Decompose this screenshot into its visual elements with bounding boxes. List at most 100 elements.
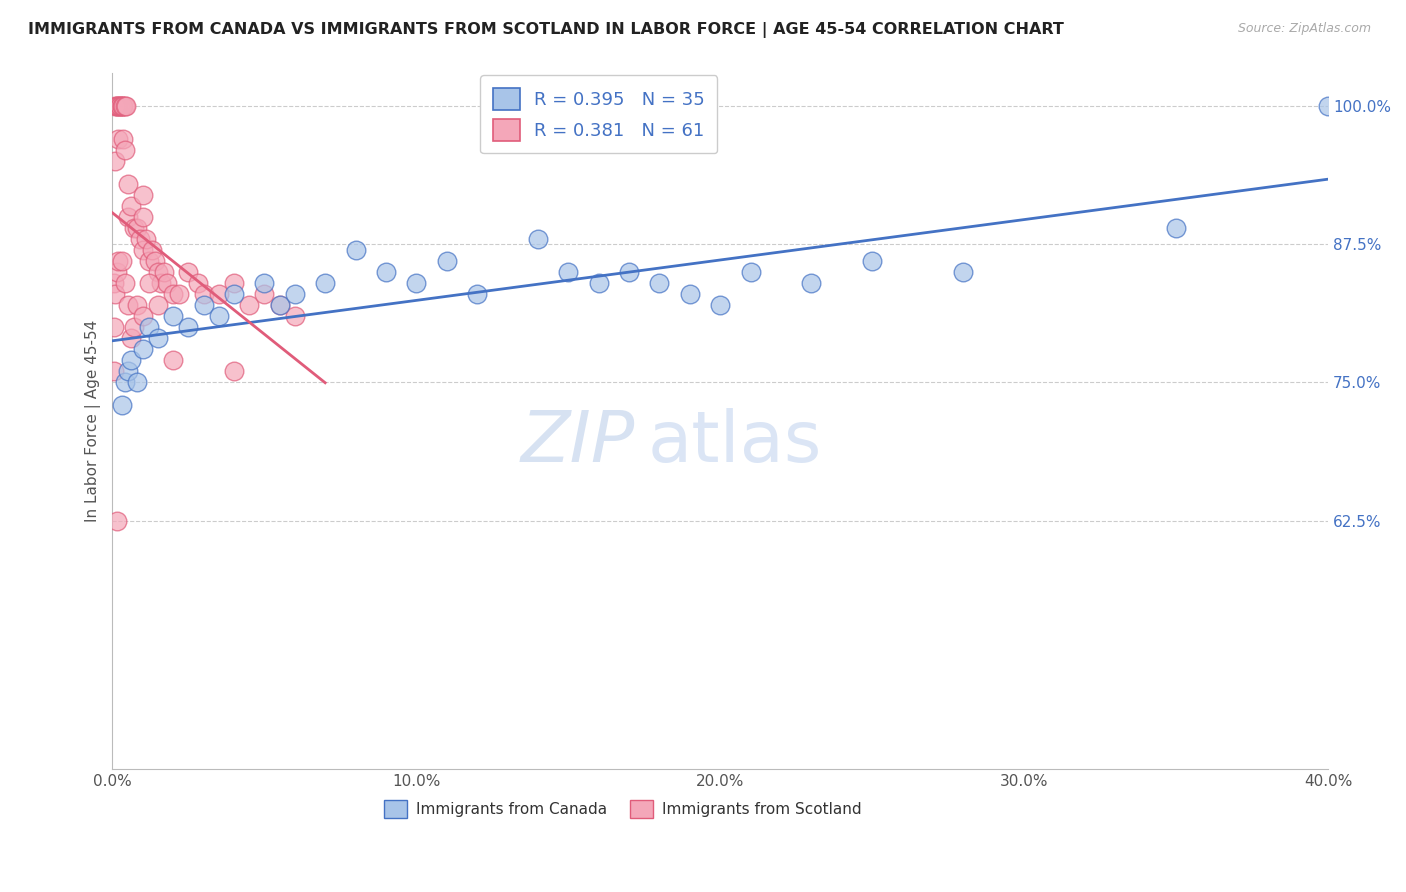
Point xyxy=(110,398,132,412)
Point xyxy=(120,353,142,368)
Point xyxy=(153,265,176,279)
Point xyxy=(110,99,132,113)
Point xyxy=(117,298,139,312)
Point xyxy=(141,243,163,257)
Point xyxy=(740,265,762,279)
Point xyxy=(344,243,367,257)
Point xyxy=(107,99,129,113)
Point xyxy=(679,287,702,301)
Point xyxy=(177,320,200,334)
Point xyxy=(800,276,823,290)
Point xyxy=(114,276,136,290)
Point xyxy=(103,276,125,290)
Point xyxy=(105,514,128,528)
Point xyxy=(115,99,138,113)
Point xyxy=(110,253,132,268)
Point xyxy=(617,265,640,279)
Point xyxy=(588,276,610,290)
Point xyxy=(375,265,398,279)
Point xyxy=(146,265,169,279)
Point xyxy=(114,376,136,390)
Point xyxy=(193,298,215,312)
Point xyxy=(105,99,128,113)
Point xyxy=(132,243,155,257)
Point xyxy=(860,253,883,268)
Point xyxy=(120,199,142,213)
Point xyxy=(108,99,131,113)
Point xyxy=(112,132,135,146)
Point xyxy=(253,276,276,290)
Point xyxy=(527,232,550,246)
Point xyxy=(557,265,579,279)
Point xyxy=(114,99,136,113)
Point xyxy=(110,99,132,113)
Text: IMMIGRANTS FROM CANADA VS IMMIGRANTS FROM SCOTLAND IN LABOR FORCE | AGE 45-54 CO: IMMIGRANTS FROM CANADA VS IMMIGRANTS FRO… xyxy=(28,22,1064,38)
Point xyxy=(114,144,136,158)
Point xyxy=(132,343,155,357)
Point xyxy=(117,210,139,224)
Point xyxy=(112,99,135,113)
Point xyxy=(104,99,127,113)
Point xyxy=(177,265,200,279)
Point xyxy=(135,232,157,246)
Point xyxy=(162,287,184,301)
Point xyxy=(269,298,291,312)
Point xyxy=(269,298,291,312)
Point xyxy=(284,287,307,301)
Point xyxy=(465,287,488,301)
Point xyxy=(125,220,148,235)
Point xyxy=(222,276,245,290)
Point xyxy=(107,253,129,268)
Point xyxy=(238,298,260,312)
Point xyxy=(156,276,179,290)
Point xyxy=(117,177,139,191)
Point xyxy=(128,232,150,246)
Text: ZIP: ZIP xyxy=(520,408,636,476)
Y-axis label: In Labor Force | Age 45-54: In Labor Force | Age 45-54 xyxy=(86,320,101,523)
Point xyxy=(162,353,184,368)
Point xyxy=(169,287,191,301)
Point xyxy=(138,253,160,268)
Point xyxy=(122,320,145,334)
Point xyxy=(105,99,128,113)
Point xyxy=(222,364,245,378)
Point xyxy=(314,276,336,290)
Point xyxy=(138,320,160,334)
Point xyxy=(125,298,148,312)
Point xyxy=(146,331,169,345)
Point xyxy=(405,276,427,290)
Point xyxy=(146,298,169,312)
Point xyxy=(162,309,184,323)
Point xyxy=(284,309,307,323)
Point xyxy=(186,276,208,290)
Point xyxy=(143,253,166,268)
Point xyxy=(132,187,155,202)
Text: Source: ZipAtlas.com: Source: ZipAtlas.com xyxy=(1237,22,1371,36)
Point xyxy=(150,276,173,290)
Point xyxy=(125,376,148,390)
Point xyxy=(709,298,731,312)
Point xyxy=(208,309,231,323)
Point xyxy=(208,287,231,301)
Point xyxy=(105,265,128,279)
Point xyxy=(1317,99,1340,113)
Point xyxy=(952,265,974,279)
Point xyxy=(132,309,155,323)
Point xyxy=(117,364,139,378)
Point xyxy=(103,320,125,334)
Point xyxy=(103,364,125,378)
Point xyxy=(108,99,131,113)
Point xyxy=(107,132,129,146)
Text: atlas: atlas xyxy=(647,408,821,476)
Point xyxy=(122,220,145,235)
Point xyxy=(436,253,458,268)
Legend: Immigrants from Canada, Immigrants from Scotland: Immigrants from Canada, Immigrants from … xyxy=(378,794,868,824)
Point xyxy=(1166,220,1188,235)
Point xyxy=(222,287,245,301)
Point xyxy=(120,331,142,345)
Point xyxy=(648,276,671,290)
Point xyxy=(138,276,160,290)
Point xyxy=(253,287,276,301)
Point xyxy=(193,287,215,301)
Point xyxy=(104,154,127,169)
